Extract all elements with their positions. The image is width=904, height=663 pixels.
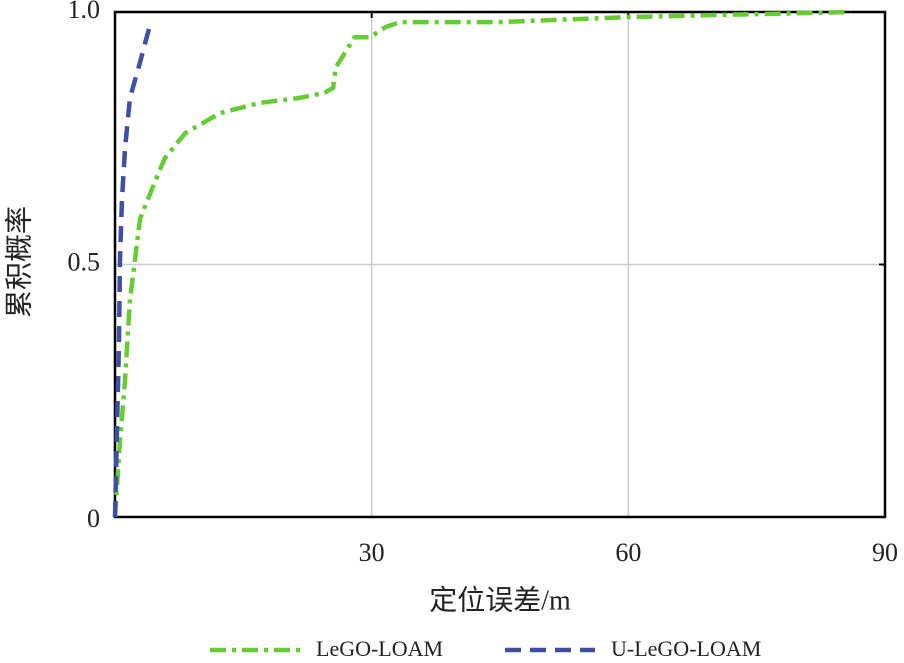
y-tick-label: 1.0	[68, 0, 101, 24]
y-axis-label: 累积概率	[3, 206, 35, 318]
x-axis-label: 定位误差/m	[429, 584, 571, 616]
data-line	[112, 21, 154, 518]
legend-label: U-LeGO-LOAM	[611, 636, 761, 661]
data-line	[112, 9, 851, 518]
y-tick-label: 0	[87, 504, 100, 533]
plot-frame	[113, 10, 887, 519]
y-tick-label: 0.5	[68, 247, 101, 276]
x-tick-label: 30	[359, 538, 385, 567]
x-tick-label: 90	[872, 538, 898, 567]
legend-label: LeGO-LOAM	[316, 636, 443, 661]
x-tick-label: 60	[615, 538, 641, 567]
